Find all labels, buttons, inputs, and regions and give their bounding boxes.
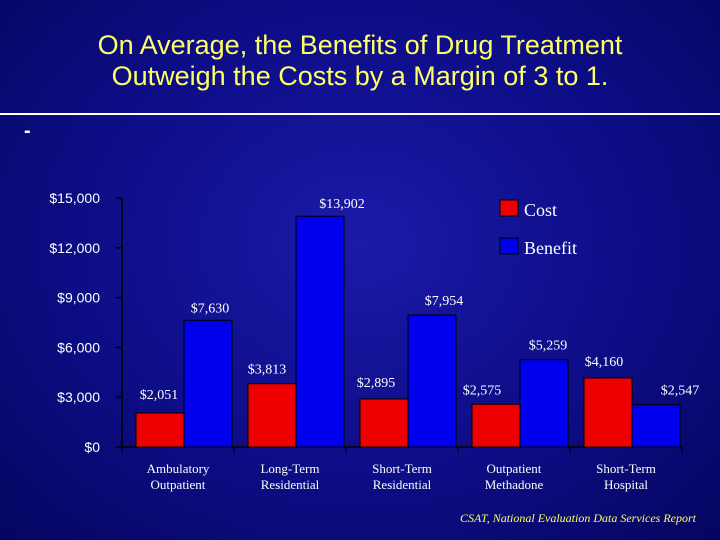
cost-bar bbox=[471, 403, 521, 448]
y-tick-label: $15,000 bbox=[49, 190, 100, 206]
benefit-bar bbox=[519, 359, 569, 448]
x-category-label: Short-Term bbox=[596, 461, 656, 476]
x-category-label: Long-Term bbox=[260, 461, 319, 476]
y-tick-label: $6,000 bbox=[57, 339, 100, 355]
benefit-bar bbox=[407, 314, 457, 448]
cost-data-label: $3,813 bbox=[248, 363, 287, 378]
bullet-dash: - bbox=[24, 120, 31, 142]
y-tick-label: $9,000 bbox=[57, 290, 100, 306]
cost-data-label: $4,160 bbox=[585, 355, 624, 370]
x-category-label: Outpatient bbox=[487, 461, 542, 476]
y-tick-label: $12,000 bbox=[49, 240, 100, 256]
x-category-label: Outpatient bbox=[151, 477, 206, 492]
slide-title: On Average, the Benefits of Drug Treatme… bbox=[60, 30, 660, 92]
legend-swatch-benefit bbox=[499, 237, 519, 255]
benefit-bar bbox=[295, 215, 345, 448]
x-category-label: Ambulatory bbox=[147, 461, 210, 476]
cost-data-label: $2,895 bbox=[357, 376, 396, 391]
y-tick-label: $0 bbox=[84, 439, 100, 455]
source-citation: CSAT, National Evaluation Data Services … bbox=[460, 511, 696, 525]
cost-bar bbox=[583, 377, 633, 448]
slide-title-line-1: On Average, the Benefits of Drug Treatme… bbox=[97, 30, 623, 60]
x-category-label: Residential bbox=[261, 477, 320, 492]
legend-label-benefit: Benefit bbox=[524, 238, 577, 258]
legend-swatch-cost bbox=[499, 199, 519, 217]
x-category-label: Short-Term bbox=[372, 461, 432, 476]
cost-bar bbox=[359, 398, 409, 448]
benefit-data-label: $13,902 bbox=[319, 197, 365, 212]
benefit-bar bbox=[183, 319, 233, 448]
title-divider bbox=[0, 113, 720, 115]
benefit-data-label: $7,954 bbox=[425, 294, 464, 309]
benefit-data-label: $7,630 bbox=[191, 301, 230, 316]
slide-title-line-2: Outweigh the Costs by a Margin of 3 to 1… bbox=[111, 61, 609, 91]
legend-label-cost: Cost bbox=[524, 200, 557, 220]
cost-bar bbox=[247, 383, 297, 448]
cost-bar bbox=[135, 412, 185, 448]
benefit-data-label: $5,259 bbox=[529, 339, 568, 354]
y-tick-label: $3,000 bbox=[57, 389, 100, 405]
cost-data-label: $2,575 bbox=[463, 383, 502, 398]
x-category-label: Methadone bbox=[485, 477, 544, 492]
benefit-bar bbox=[631, 404, 681, 448]
benefit-data-label: $2,547 bbox=[661, 384, 700, 399]
x-category-label: Residential bbox=[373, 477, 432, 492]
cost-data-label: $2,051 bbox=[140, 388, 179, 403]
x-category-label: Hospital bbox=[604, 477, 648, 492]
